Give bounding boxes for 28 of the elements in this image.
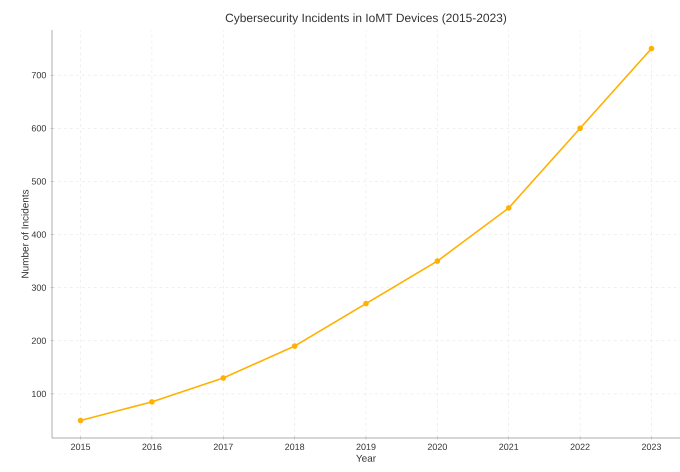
point [78,418,84,424]
x-tick-label: 2021 [499,444,518,450]
point [220,375,226,381]
x-tick-label: 2023 [642,444,662,450]
x-tick-label: 2015 [71,444,90,450]
y-tick-label: 700 [32,72,46,78]
y-tick-label: 600 [32,125,46,132]
x-tick-label: 2016 [142,444,162,450]
x-tick-label: 2020 [428,444,447,450]
point [434,258,440,264]
y-axis-title: Number of Incidents [21,190,29,278]
y-tick-label: 200 [32,338,46,344]
x-tick-label: 2018 [285,444,304,450]
y-tick-label: 400 [32,231,46,238]
point [149,399,155,405]
point [292,343,298,349]
chart-title: Cybersecurity Incidents in IoMT Devices (2015-2023) [226,13,506,24]
point [363,300,369,306]
y-tick-label: 300 [32,284,46,291]
y-tick-label: 500 [32,178,46,185]
x-tick-label: 2017 [214,444,233,450]
point [577,125,583,132]
x-axis-title: Year [356,454,376,462]
point [648,46,654,52]
x-tick-label: 2022 [570,444,590,450]
point [506,205,512,211]
y-tick-label: 100 [32,390,46,398]
x-tick-label: 2019 [356,444,376,450]
